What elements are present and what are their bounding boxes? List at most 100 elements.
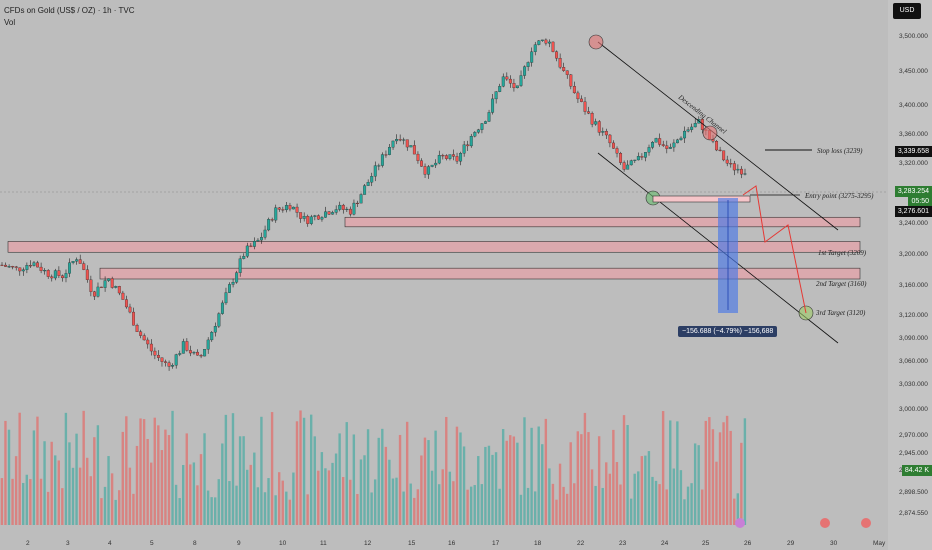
target1-zone [344,216,861,228]
candle-body [188,350,192,354]
volume-bar [626,425,629,525]
candle-body [668,146,672,149]
candle-body [267,219,271,231]
volume-bar [629,498,633,525]
candle-body [576,92,580,100]
candle-body [665,145,669,149]
candle-body [139,331,143,336]
candle-body [249,245,253,247]
candle-body [288,205,292,210]
volume-bar [359,459,363,525]
volume-bar [398,434,402,525]
volume-bar [196,485,199,525]
volume-bar [214,497,217,525]
candle-body [594,121,598,125]
volume-bar [356,493,359,525]
volume-bar [491,454,494,525]
candle-body [619,153,623,163]
y-tick-label: 3,090.000 [899,335,928,342]
candle-body [565,70,569,75]
candle-body [683,130,687,139]
currency-button[interactable]: USD [893,3,921,19]
y-tick-label: 3,030.000 [899,381,928,388]
volume-bar [551,483,555,525]
volume-bar [224,414,228,525]
x-tick-label: 11 [320,540,327,547]
candle-body [231,282,235,285]
candle-body [533,44,537,52]
volume-bar [157,425,160,525]
candle-body [316,215,320,220]
volume-bar [93,437,96,525]
volume-bar [14,456,18,525]
entry-label: Entry point (3275-3295) [804,192,874,200]
candle-body [132,311,135,326]
candle-body [412,145,416,155]
candle-body [505,76,509,80]
volume-bar [544,418,548,525]
volume-bar [484,446,487,525]
volume-bar [466,489,469,525]
candle-body [441,155,445,157]
volume-bar [733,498,736,525]
x-tick-label: 23 [619,540,627,547]
volume-bar [452,481,455,525]
candle-body [309,216,313,224]
volume-bar [427,440,430,525]
candle-body [590,113,594,125]
volume-bar [633,473,636,525]
candle-body [274,207,278,221]
volume-bar [622,415,626,525]
volume-bar [171,410,174,525]
candle-body [64,273,68,279]
y-tick-label: 3,500.000 [899,33,928,40]
candle-body [718,149,722,151]
candle-body [501,76,505,87]
candle-body [146,339,150,345]
stop-loss-label: Stop loss (3239) [817,147,863,155]
volume-bar [494,452,498,525]
candle-body [263,229,267,238]
volume-bar [313,436,316,525]
candle-body [455,156,459,162]
x-tick-label: 16 [448,540,456,547]
volume-bar [299,410,302,525]
x-tick-label: 5 [150,540,154,547]
volume-bar [501,429,505,525]
candle-body [548,41,551,44]
volume-bar [647,451,651,525]
candle-body [739,168,743,175]
candle-body [487,112,491,122]
y-tick-label: 3,120.000 [899,312,928,319]
volume-bar [594,485,597,525]
volume-bar [32,430,36,525]
candle-body [121,292,125,300]
candle-body [338,204,342,210]
candle-body [345,208,349,211]
x-tick-label: 10 [279,540,287,547]
candle-body [512,83,516,89]
volume-tag: 84.42 K [901,465,932,476]
candle-body [128,306,132,313]
entry-zone [652,195,751,203]
peak-circle [588,34,604,50]
volume-bar [263,492,267,525]
volume-bar [18,412,21,525]
candle-body [633,159,637,161]
candle-body [21,269,25,272]
candle-body [299,212,303,219]
candle-body [473,132,477,137]
candle-body [277,207,281,210]
candle-body [292,206,295,210]
candle-body [370,176,374,183]
volume-bar [167,435,171,525]
volume-bar [736,493,739,525]
candle-body [722,150,726,161]
candle-body [434,162,438,166]
flag-icon [820,518,830,528]
candle-body [320,217,324,220]
volume-bar [267,478,270,525]
volume-bar [182,464,185,525]
